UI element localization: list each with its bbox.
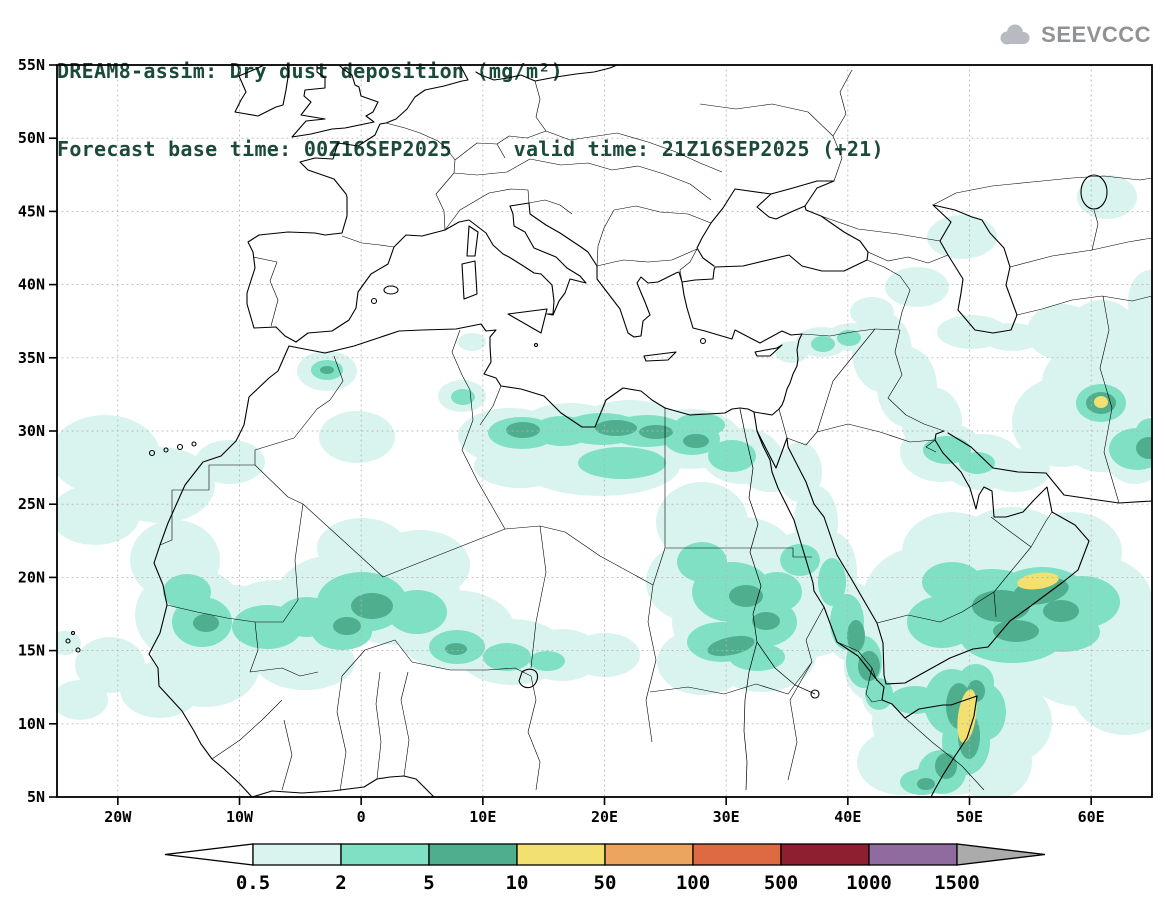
coastlines: [65, 65, 1152, 797]
coastline-arabia: [786, 430, 1090, 685]
coastline-europe-mediterranean: [295, 202, 683, 343]
island-canary-4: [191, 441, 197, 447]
figure-subtitle: Forecast base time: 00Z16SEP2025 valid t…: [57, 137, 884, 161]
island-canary-1: [148, 449, 156, 457]
coastline-crimea-azov: [756, 180, 835, 220]
colorbar-boundary-label: 100: [676, 872, 710, 894]
y-axis-tick-label: 40N: [18, 276, 45, 294]
island-corsica: [466, 225, 479, 257]
x-axis-tick-label: 20W: [104, 808, 132, 826]
aral-sea: [1080, 174, 1108, 210]
lake-tana: [810, 689, 820, 699]
island-rhodes: [699, 337, 707, 345]
nile-river: [739, 408, 762, 791]
x-axis-tick-label: 10E: [469, 808, 496, 826]
island-capeverde-3: [70, 630, 76, 636]
coastline-redsea-horn-africa: [753, 411, 978, 797]
island-canary-2: [163, 447, 169, 453]
colorbar: 0.5 2 5 10 50 100 500 1000 1500: [164, 843, 1046, 894]
x-axis-tick-label: 60E: [1078, 808, 1105, 826]
coastline-africa-atlantic: [148, 345, 290, 797]
x-axis-tick-label: 0: [357, 808, 366, 826]
x-axis-tick-label: 10W: [226, 808, 254, 826]
island-capeverde-1: [65, 638, 71, 644]
logo-text: SEEVCCC: [1041, 22, 1151, 47]
x-axis-tick-label: 40E: [834, 808, 861, 826]
seevccc-logo: SEEVCCC: [996, 22, 1151, 48]
colorbar-boundary-label: 0.5: [236, 872, 270, 894]
coastline-iran-makran: [947, 432, 1152, 504]
island-sicily: [507, 308, 548, 334]
colorbar-above-max-arrow: [956, 843, 1046, 866]
coastline-mediterranean-levant-blacksea: [288, 209, 869, 428]
colorbar-segment: [252, 843, 342, 866]
y-axis-tick-label: 50N: [18, 129, 45, 147]
coastline-europe-atlantic: [246, 65, 469, 343]
y-axis-tick-label: 35N: [18, 349, 45, 367]
colorbar-boundary-label: 50: [594, 872, 617, 894]
island-cyprus: [754, 344, 783, 357]
x-axis-tick-label: 30E: [713, 808, 740, 826]
cloud-icon: [1000, 24, 1030, 45]
colorbar-boundary-label: 500: [764, 872, 798, 894]
colorbar-boundary-label: 1000: [846, 872, 892, 894]
y-axis-tick-label: 45N: [18, 202, 45, 220]
colorbar-boundary-label: 10: [506, 872, 529, 894]
colorbar-below-min-arrow: [164, 843, 254, 866]
colorbar-boundary-label: 1500: [934, 872, 980, 894]
island-mallorca: [383, 285, 399, 295]
colorbar-segment: [516, 843, 606, 866]
x-axis-tick-label: 50E: [956, 808, 983, 826]
figure-titles: DREAM8-assim: Dry dust deposition (mg/m²…: [57, 6, 884, 214]
y-axis-tick-label: 5N: [27, 788, 45, 806]
y-axis-tick-label: 10N: [18, 715, 45, 733]
island-ibiza: [370, 297, 378, 305]
island-sardinia: [461, 260, 478, 300]
lake-chad: [518, 668, 539, 689]
island-canary-3: [176, 443, 184, 451]
coastline-britain: [291, 65, 379, 138]
dust-contours-level-10-50: [957, 396, 1108, 743]
y-axis-tick-label: 30N: [18, 422, 45, 440]
axis-ticks: 20W 10W 0 10E 20E 30E 40E 50E 60E 5N 10N 15N 20N 25N 3…: [18, 56, 1105, 826]
island-capeverde-2: [75, 647, 81, 653]
colorbar-segment: [340, 843, 430, 866]
x-axis-tick-label: 20E: [591, 808, 618, 826]
coastline-baltic: [475, 65, 618, 82]
colorbar-segment: [692, 843, 782, 866]
island-crete: [643, 351, 677, 362]
y-axis-tick-label: 20N: [18, 568, 45, 586]
colorbar-segment: [780, 843, 870, 866]
country-borders: [159, 69, 1152, 792]
island-malta: [533, 342, 539, 348]
coastline-ireland: [234, 65, 290, 117]
colorbar-boundary-label: 2: [335, 872, 346, 894]
colorbar-segment: [868, 843, 958, 866]
rivers: [739, 408, 816, 791]
blue-nile-river: [756, 641, 816, 695]
y-axis-tick-label: 55N: [18, 56, 45, 74]
y-axis-tick-label: 25N: [18, 495, 45, 513]
coastline-gulf-of-guinea: [251, 775, 435, 797]
colorbar-segment: [604, 843, 694, 866]
coastline-west-blacksea: [696, 188, 772, 267]
colorbar-boundary-label: 5: [423, 872, 434, 894]
y-axis-tick-label: 15N: [18, 642, 45, 660]
graticule: [57, 65, 1152, 797]
coastline-sinai-gulfs: [756, 430, 788, 469]
colorbar-segment: [428, 843, 518, 866]
